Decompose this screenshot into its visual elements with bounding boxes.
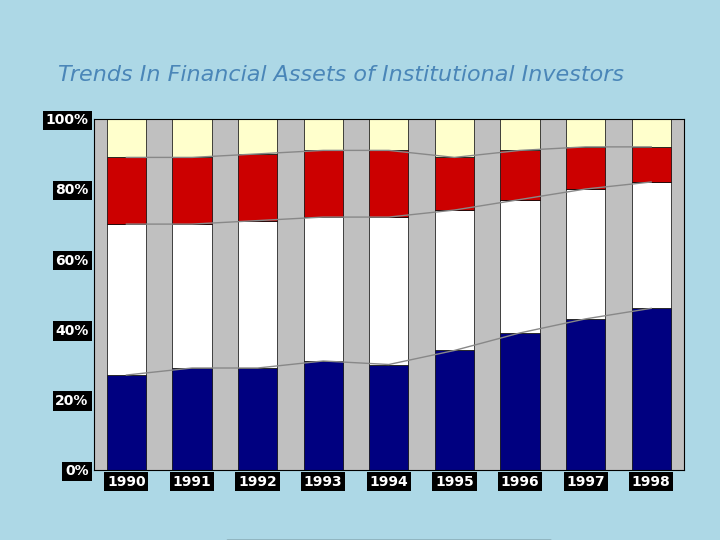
Bar (172, 119, 212, 157)
Bar (304, 150, 343, 217)
Bar (238, 119, 277, 154)
Bar (107, 157, 146, 224)
Bar (107, 375, 146, 470)
Bar (566, 189, 606, 319)
Bar (304, 361, 343, 470)
Bar (435, 157, 474, 210)
Bar (304, 217, 343, 361)
Bar (107, 119, 146, 157)
Bar (172, 157, 212, 224)
Bar (631, 182, 671, 308)
Bar (304, 119, 343, 150)
Bar (369, 150, 408, 217)
Bar (435, 350, 474, 470)
Bar (500, 199, 540, 333)
Bar (631, 119, 671, 147)
Bar (500, 119, 540, 150)
Bar (500, 333, 540, 470)
Bar (238, 154, 277, 220)
Bar (435, 119, 474, 157)
Bar (435, 210, 474, 350)
Bar (238, 368, 277, 470)
Bar (631, 308, 671, 470)
Bar (566, 147, 606, 189)
Bar (566, 119, 606, 147)
Bar (369, 364, 408, 470)
Bar (172, 224, 212, 368)
Bar (631, 147, 671, 182)
Bar (107, 224, 146, 375)
Bar (238, 220, 277, 368)
Bar (566, 319, 606, 470)
Bar (500, 150, 540, 199)
Bar (172, 368, 212, 470)
Text: Trends In Financial Assets of Institutional Investors: Trends In Financial Assets of Institutio… (58, 65, 624, 85)
Bar (369, 119, 408, 150)
Bar (369, 217, 408, 364)
